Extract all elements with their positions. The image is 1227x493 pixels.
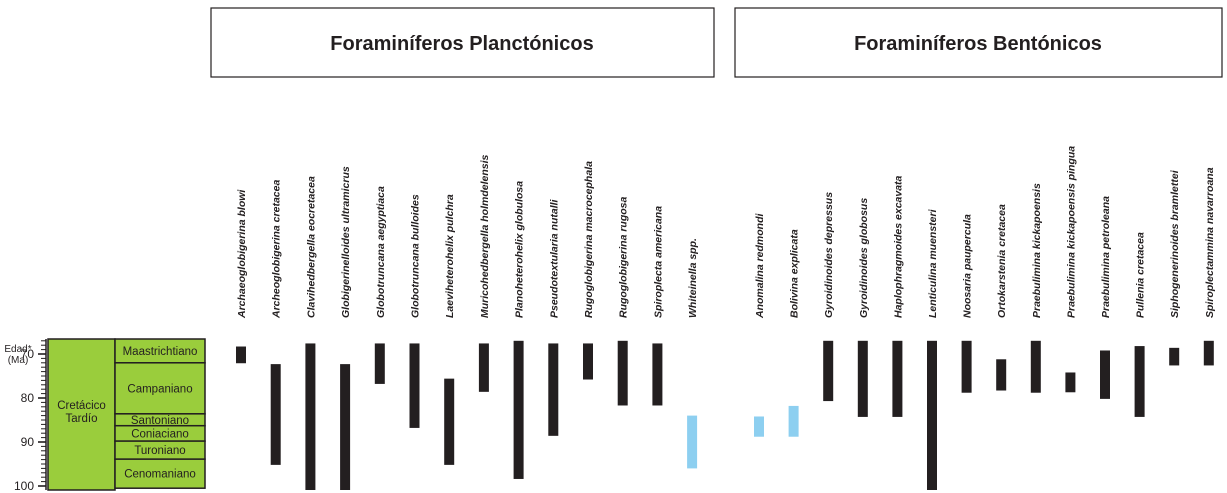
species-label: Globotruncana aegyptiaca	[375, 186, 387, 318]
range-bar	[236, 346, 246, 364]
stratigraphic-column: Cretácico Tardío Maastrichtiano Campanian…	[47, 338, 206, 491]
species-label: Rugoglobigerina rugosa	[618, 197, 630, 318]
species-label: Praebulimina petroleana	[1100, 196, 1112, 318]
range-bar	[961, 340, 972, 393]
species-label: Gyroidinoides depressus	[823, 192, 835, 318]
period-label-1: Cretácico	[57, 400, 106, 412]
species-label: Globigerinelloides ultramicrus	[340, 166, 352, 318]
species-label: Planoheterohelix globulosa	[514, 181, 526, 318]
range-bar	[444, 378, 455, 465]
planktonic-header-title: Foraminíferos Planctónicos	[330, 33, 593, 55]
range-bar	[996, 359, 1007, 391]
y-axis-unit: (Ma)	[8, 355, 29, 366]
species-label: Praebulimina kickapoensis	[1031, 183, 1043, 318]
range-bar	[927, 340, 937, 490]
species-label: Globotruncana bulloides	[410, 194, 422, 318]
range-bar	[1030, 340, 1041, 393]
stage-cell	[114, 362, 206, 415]
range-bar	[617, 340, 628, 406]
range-bar	[652, 343, 663, 406]
species-label: Bolivina explicata	[789, 229, 801, 318]
range-bar	[754, 416, 764, 437]
benthic-header-title: Foraminíferos Bentónicos	[854, 33, 1102, 55]
species-label: Whiteinella spp.	[687, 238, 699, 318]
species-label: Praebulimina kickapoensis pingua	[1065, 146, 1077, 318]
period-cell	[47, 338, 116, 491]
range-bar	[857, 340, 868, 417]
species-label: Anomalina redmondi	[754, 212, 766, 319]
species-label: Spiroplectammina navarroana	[1204, 167, 1216, 318]
range-bar	[1169, 347, 1180, 366]
range-bar	[305, 343, 316, 490]
range-bar	[1203, 340, 1214, 366]
range-bar	[478, 343, 489, 392]
species-label: Spiroplecta americana	[652, 206, 664, 318]
species-label: Rugoglobigerina macrocephala	[583, 161, 595, 318]
species-label: Pullenia cretacea	[1135, 232, 1147, 318]
planktonic-header-box	[210, 7, 715, 78]
range-bar	[788, 405, 799, 437]
stage-label: Santoniano	[131, 415, 189, 427]
species-labels: Archaeoglobigerina blowi Archeoglobigerin…	[236, 146, 1216, 319]
species-label: Archeoglobigerina cretacea	[271, 180, 283, 319]
range-bar	[374, 343, 385, 384]
species-label: Archaeoglobigerina blowi	[236, 189, 248, 319]
species-label: Pseudotextularia nutalli	[548, 198, 560, 318]
species-label: Siphogenerinoides bramlettei	[1169, 169, 1181, 318]
range-bar	[1100, 350, 1110, 399]
y-tick-label: 90	[21, 435, 35, 449]
period-label-2: Tardío	[66, 413, 98, 425]
stage-label: Cenomaniano	[124, 469, 196, 481]
stage-label: Campaniano	[127, 383, 192, 395]
benthic-header-box	[734, 7, 1223, 78]
species-label: Muricohedbergella holmdelensis	[479, 154, 491, 318]
range-bar	[409, 343, 420, 428]
range-bar	[340, 364, 351, 490]
species-label: Lenticulina muensteri	[927, 208, 939, 318]
y-axis-label: Edad*	[4, 344, 31, 355]
species-label: Clavihedbergella eocretacea	[305, 176, 317, 318]
species-label: Ortokarstenia cretacea	[996, 204, 1008, 318]
range-bar	[687, 415, 698, 469]
range-bar	[548, 343, 559, 436]
species-label: Laeviheterohelix pulchra	[444, 194, 456, 318]
species-label: Gyroidinoides globosus	[858, 198, 870, 318]
range-bar	[823, 340, 834, 402]
range-bar	[1065, 372, 1076, 393]
y-tick-label: 100	[14, 479, 34, 493]
range-bar	[892, 340, 903, 417]
range-bar	[270, 364, 281, 465]
species-label: Noosaria paupercula	[962, 214, 974, 318]
stage-label: Coniaciano	[131, 428, 189, 440]
range-bar	[1134, 346, 1145, 417]
species-label: Haplophragmoides excavata	[892, 175, 904, 318]
stage-label: Turoniano	[134, 445, 185, 457]
y-tick-label: 70	[21, 347, 35, 361]
stage-cell	[114, 458, 206, 489]
range-bars	[236, 340, 1214, 490]
y-tick-label: 80	[21, 391, 35, 405]
stage-label: Maastrichtiano	[123, 346, 198, 358]
range-bar	[583, 343, 593, 380]
y-axis-ticks: 70 80 90 100	[14, 340, 46, 493]
range-bar	[513, 340, 524, 479]
